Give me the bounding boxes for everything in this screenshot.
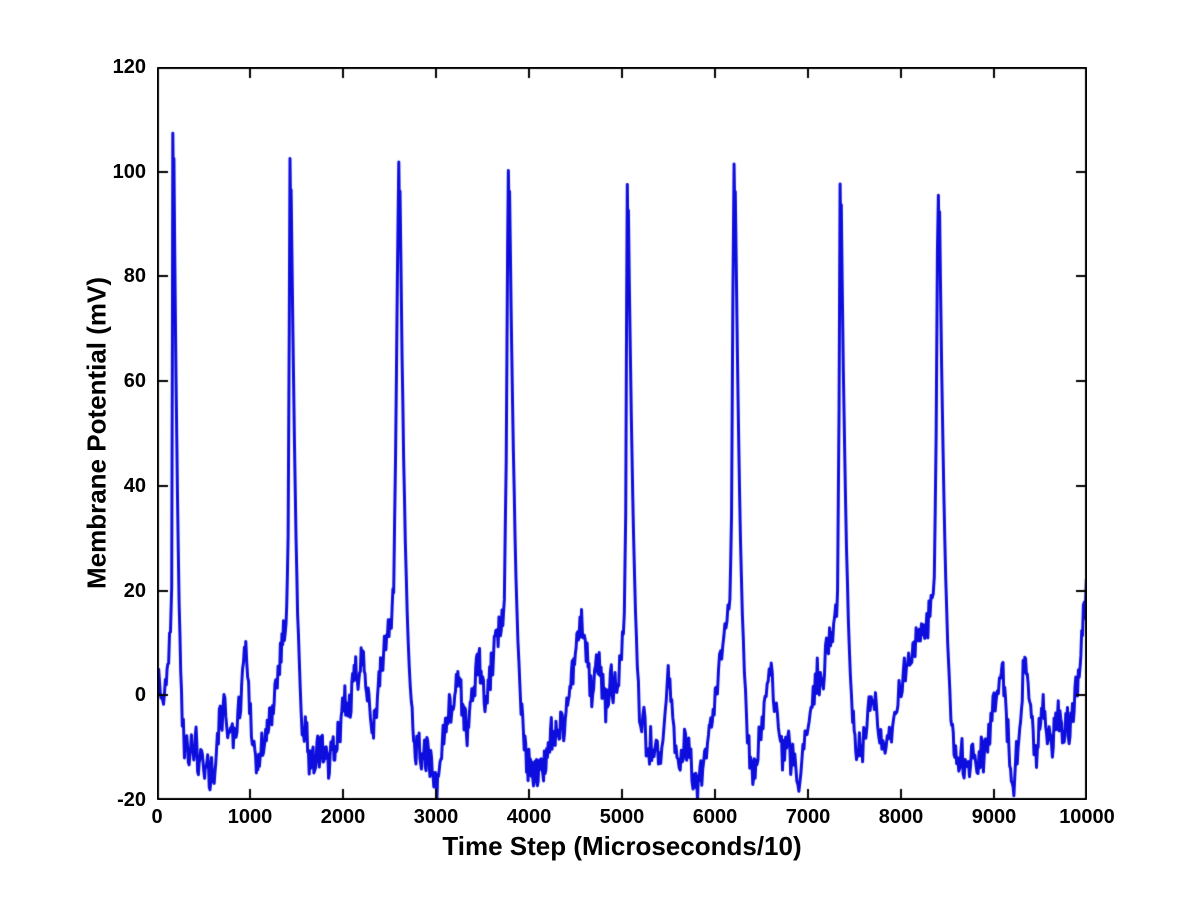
- y-tick-label-120: 120: [112, 56, 146, 78]
- x-tick-label-8000: 8000: [878, 806, 924, 828]
- y-tick-label-100: 100: [112, 160, 146, 183]
- x-tick-label-6000: 6000: [692, 806, 738, 828]
- x-tick-label-0: 0: [151, 806, 163, 828]
- x-tick-label-2000: 2000: [320, 806, 366, 828]
- y-tick-label-40: 40: [123, 474, 146, 497]
- x-tick-label-4000: 4000: [506, 806, 552, 828]
- y-tick-label-80: 80: [123, 265, 146, 288]
- x-tick-label-9000: 9000: [971, 806, 1017, 828]
- y-tick-label-0: 0: [134, 684, 146, 707]
- x-tick-label-3000: 3000: [413, 806, 459, 828]
- x-tick-label-5000: 5000: [599, 806, 645, 828]
- x-tick-label-10000: 10000: [1059, 806, 1115, 828]
- plot-area-canvas: [157, 67, 1087, 800]
- x-tick-label-7000: 7000: [785, 806, 831, 828]
- y-tick-label--20: -20: [117, 789, 146, 811]
- x-axis-title: Time Step (Microseconds/10): [442, 831, 802, 861]
- y-axis-title: Membrane Potential (mV): [81, 276, 112, 590]
- x-tick-label-1000: 1000: [227, 806, 273, 828]
- y-tick-label-20: 20: [123, 579, 146, 602]
- y-tick-label-60: 60: [123, 370, 146, 393]
